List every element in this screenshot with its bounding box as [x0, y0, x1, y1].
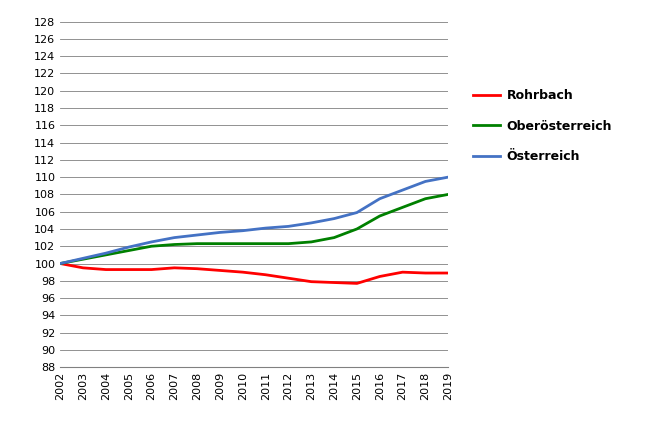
Legend: Rohrbach, Oberösterreich, Österreich: Rohrbach, Oberösterreich, Österreich [468, 84, 617, 168]
